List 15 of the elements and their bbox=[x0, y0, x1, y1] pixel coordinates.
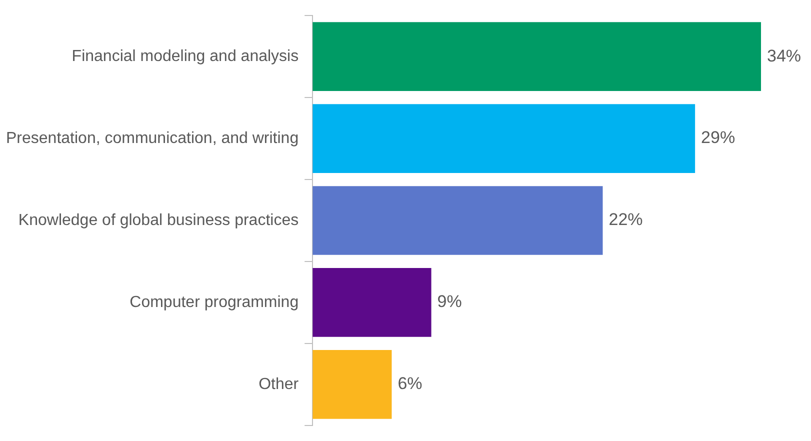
data-label: 22% bbox=[608, 210, 643, 230]
data-label: 6% bbox=[398, 374, 422, 394]
data-label: 29% bbox=[701, 128, 736, 148]
y-tick-label: Other bbox=[258, 376, 300, 393]
y-tick-label: Presentation, communication, and writing bbox=[6, 130, 299, 147]
bar bbox=[312, 22, 761, 92]
data-label: 34% bbox=[767, 46, 802, 66]
y-tick-label: Knowledge of global business practices bbox=[18, 212, 299, 229]
data-label: 9% bbox=[437, 292, 462, 312]
y-tick-label: Computer programming bbox=[130, 294, 299, 311]
bar bbox=[312, 268, 432, 337]
bar bbox=[312, 104, 696, 173]
bar bbox=[312, 186, 603, 255]
bar bbox=[312, 350, 392, 419]
y-tick-label: Financial modeling and analysis bbox=[72, 48, 299, 65]
